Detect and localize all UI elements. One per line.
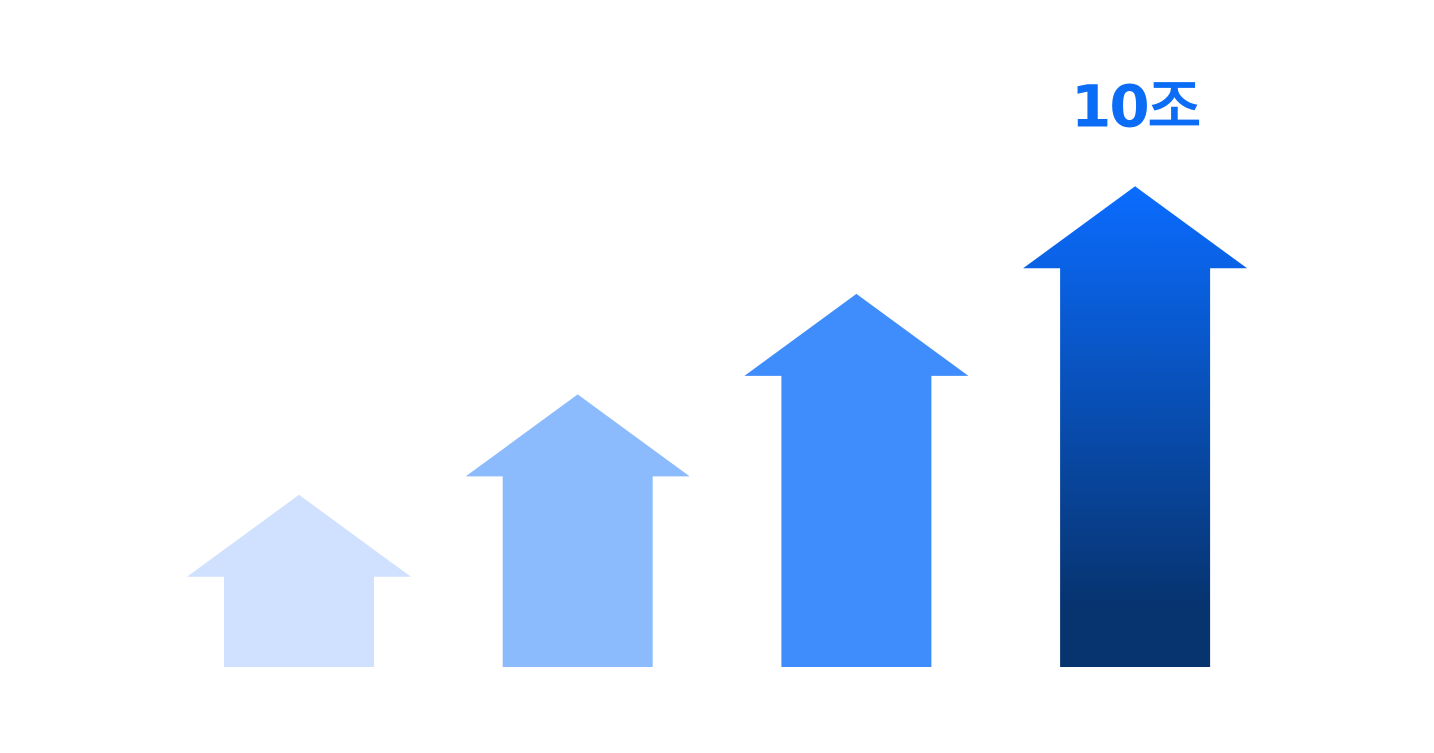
arrow-bar-2 xyxy=(465,394,690,667)
arrow-bar-4 xyxy=(1023,186,1248,668)
arrow-bar-3 xyxy=(744,293,969,667)
data-label-4: 10조 xyxy=(1071,72,1200,140)
arrow-bar-1 xyxy=(187,494,411,667)
